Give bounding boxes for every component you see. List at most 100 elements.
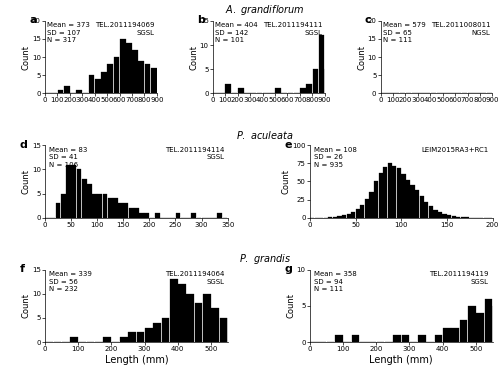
- Text: LEIM2015RA3+RC1: LEIM2015RA3+RC1: [422, 147, 489, 153]
- Bar: [442, 214, 446, 218]
- Bar: [443, 328, 450, 342]
- Bar: [447, 215, 451, 218]
- Bar: [378, 173, 382, 218]
- Bar: [312, 69, 318, 93]
- Bar: [402, 335, 409, 342]
- Bar: [406, 180, 410, 218]
- Bar: [342, 215, 346, 218]
- Bar: [338, 79, 343, 93]
- Bar: [194, 86, 200, 93]
- Bar: [383, 167, 388, 218]
- Bar: [139, 213, 144, 218]
- Bar: [350, 69, 356, 93]
- Y-axis label: Count: Count: [22, 44, 30, 70]
- Bar: [368, 84, 374, 93]
- Bar: [318, 35, 324, 93]
- Bar: [400, 89, 405, 93]
- Bar: [418, 335, 426, 342]
- Text: Mean = 373
SD = 107
N = 317: Mean = 373 SD = 107 N = 317: [47, 22, 90, 43]
- Bar: [82, 179, 86, 218]
- Bar: [460, 217, 465, 218]
- Bar: [351, 212, 356, 218]
- Bar: [388, 163, 392, 218]
- Bar: [226, 84, 231, 93]
- Y-axis label: Count: Count: [190, 44, 198, 70]
- Y-axis label: Count: Count: [22, 169, 30, 194]
- Bar: [164, 68, 169, 93]
- Bar: [452, 216, 456, 218]
- Bar: [434, 210, 438, 218]
- Bar: [220, 318, 228, 342]
- Bar: [195, 303, 202, 342]
- Bar: [294, 337, 302, 342]
- Bar: [415, 190, 420, 218]
- Bar: [228, 318, 235, 342]
- Bar: [374, 182, 378, 218]
- Bar: [66, 165, 71, 218]
- Bar: [244, 328, 252, 342]
- X-axis label: Length (mm): Length (mm): [104, 355, 168, 365]
- Bar: [98, 193, 102, 218]
- Bar: [182, 86, 188, 93]
- Text: Mean = 358
SD = 94
N = 111: Mean = 358 SD = 94 N = 111: [314, 271, 356, 292]
- Bar: [362, 79, 368, 93]
- Bar: [434, 335, 442, 342]
- Y-axis label: Count: Count: [22, 293, 30, 318]
- Bar: [92, 193, 97, 218]
- Bar: [61, 193, 66, 218]
- Text: c: c: [365, 15, 372, 25]
- X-axis label: Length (mm): Length (mm): [370, 355, 433, 365]
- Bar: [438, 212, 442, 218]
- Bar: [346, 214, 351, 218]
- Bar: [154, 323, 161, 342]
- Bar: [370, 192, 374, 218]
- Text: e: e: [284, 139, 292, 149]
- Bar: [338, 216, 342, 218]
- Bar: [128, 332, 136, 342]
- Bar: [456, 217, 460, 218]
- Bar: [76, 90, 82, 93]
- Bar: [56, 203, 60, 218]
- Text: TEL.2011194111
SGSL: TEL.2011194111 SGSL: [263, 22, 322, 36]
- Bar: [89, 75, 94, 93]
- Bar: [58, 90, 64, 93]
- Bar: [170, 279, 177, 342]
- Bar: [200, 90, 206, 93]
- Bar: [72, 165, 76, 218]
- Bar: [132, 50, 138, 93]
- Bar: [136, 332, 144, 342]
- Bar: [466, 217, 469, 218]
- Bar: [101, 71, 107, 93]
- Bar: [236, 323, 244, 342]
- Y-axis label: Count: Count: [282, 169, 291, 194]
- Text: $\it{P.\ aculeata}$: $\it{P.\ aculeata}$: [236, 130, 294, 141]
- Bar: [424, 202, 428, 218]
- Text: d: d: [20, 139, 28, 149]
- Bar: [162, 318, 169, 342]
- Text: Mean = 108
SD = 26
N = 935: Mean = 108 SD = 26 N = 935: [314, 147, 356, 168]
- Bar: [356, 79, 362, 93]
- Bar: [157, 75, 163, 93]
- Bar: [144, 64, 150, 93]
- Bar: [333, 217, 337, 218]
- Bar: [203, 294, 210, 342]
- Bar: [108, 198, 112, 218]
- Bar: [306, 84, 312, 93]
- Bar: [64, 86, 70, 93]
- Text: TEL.2011194069
SGSL: TEL.2011194069 SGSL: [95, 22, 154, 36]
- Bar: [186, 294, 194, 342]
- Bar: [484, 299, 492, 342]
- Bar: [95, 79, 100, 93]
- Text: b: b: [197, 15, 205, 25]
- Bar: [360, 204, 364, 218]
- Text: $\it{P.\ grandis}$: $\it{P.\ grandis}$: [239, 252, 291, 266]
- Bar: [253, 332, 260, 342]
- Bar: [124, 203, 128, 218]
- Bar: [452, 328, 459, 342]
- Bar: [87, 184, 92, 218]
- Bar: [261, 337, 269, 342]
- Bar: [128, 208, 134, 218]
- Text: $\it{A.\ grandiflorum}$: $\it{A.\ grandiflorum}$: [225, 3, 305, 17]
- Bar: [192, 213, 196, 218]
- Bar: [134, 208, 138, 218]
